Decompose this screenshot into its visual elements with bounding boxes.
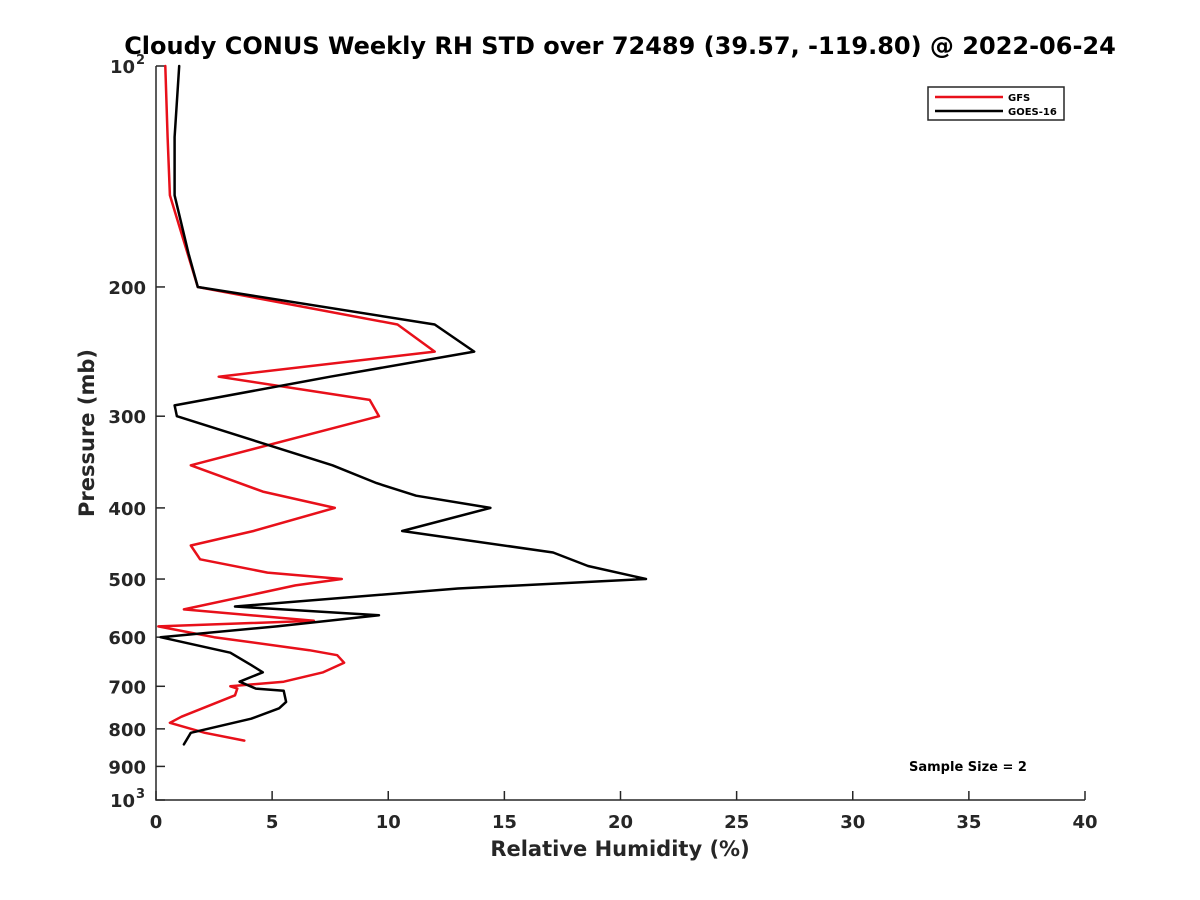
y-tick-label: 300: [108, 407, 146, 428]
y-tick-label: 900: [108, 757, 146, 778]
y-tick-label: 400: [108, 499, 146, 520]
y-tick-exponent: 3: [136, 787, 145, 802]
x-tick-label: 10: [376, 812, 401, 833]
x-tick-label: 20: [608, 812, 633, 833]
x-tick-label: 35: [956, 812, 981, 833]
legend: GFS GOES-16: [927, 86, 1065, 121]
x-tick-label: 25: [724, 812, 749, 833]
y-tick-label: 700: [108, 677, 146, 698]
x-tick-label: 5: [266, 812, 279, 833]
y-axis-label: Pressure (mb): [75, 349, 99, 517]
y-tick-label: 10: [110, 791, 135, 812]
y-tick-label: 600: [108, 628, 146, 649]
y-tick-exponent: 2: [136, 53, 145, 68]
y-tick-label: 10: [110, 57, 135, 78]
plot-area: 0 5 10 15 20 25 30 35 40 10 220030040050060070080…: [108, 53, 1097, 833]
y-tick-label: 200: [108, 278, 146, 299]
series-line-goes16: [159, 64, 648, 746]
sample-size-annotation: Sample Size = 2: [909, 760, 1027, 775]
x-tick-label: 30: [840, 812, 865, 833]
x-tick-label: 40: [1072, 812, 1097, 833]
y-tick-label: 800: [108, 720, 146, 741]
chart-title: Cloudy CONUS Weekly RH STD over 72489 (3…: [124, 32, 1116, 60]
x-axis-label: Relative Humidity (%): [490, 837, 749, 861]
series-lines: [157, 64, 648, 746]
y-tick-label: 500: [108, 570, 146, 591]
legend-label-gfs: GFS: [1008, 93, 1030, 104]
x-tick-label: 15: [492, 812, 517, 833]
x-axis-ticks: 0 5 10 15 20 25 30 35 40: [150, 791, 1098, 833]
legend-label-goes16: GOES-16: [1008, 107, 1057, 118]
legend-box: [927, 86, 1065, 121]
x-tick-label: 0: [150, 812, 163, 833]
series-line-gfs: [157, 64, 436, 742]
